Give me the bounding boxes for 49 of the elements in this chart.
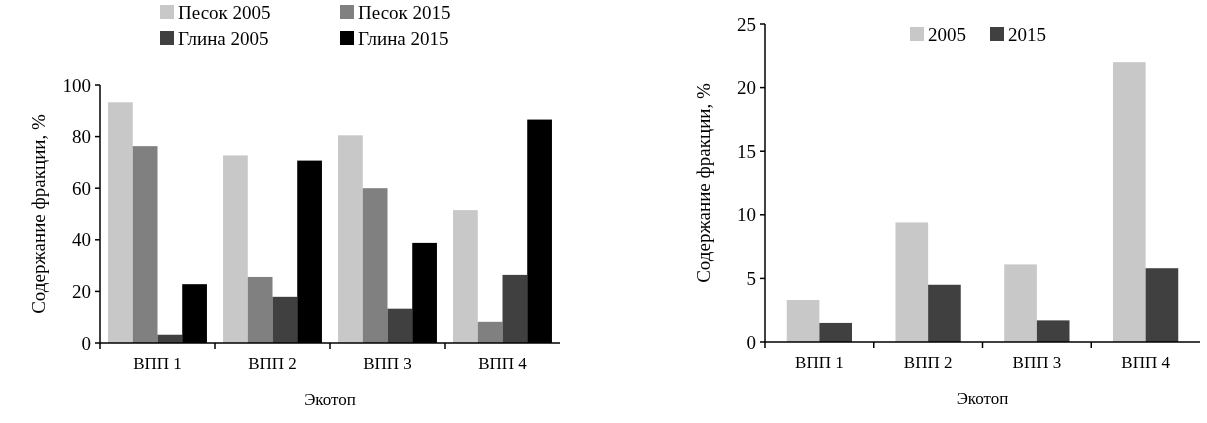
bar — [1145, 268, 1179, 342]
y-axis-title: Содержание фракции, % — [28, 114, 49, 314]
bar — [387, 308, 413, 343]
x-axis-title: Экотоп — [304, 390, 356, 409]
bar — [338, 135, 363, 343]
x-tick-label: ВПП 1 — [795, 353, 844, 372]
legend-label: 2005 — [928, 23, 966, 45]
y-axis-title: Содержание фракции, % — [693, 83, 714, 283]
bar — [502, 274, 528, 343]
bar — [453, 210, 478, 343]
x-tick-label: ВПП 4 — [478, 354, 528, 373]
y-tick-label: 60 — [72, 177, 91, 199]
y-tick-label: 40 — [72, 229, 91, 251]
bar — [132, 146, 158, 343]
legend-label: Песок 2005 — [178, 1, 271, 23]
bar — [362, 188, 388, 343]
y-tick-label: 25 — [737, 13, 756, 35]
y-tick-label: 5 — [746, 268, 756, 290]
y-tick-label: 20 — [72, 281, 91, 303]
bar — [108, 102, 133, 343]
bar — [786, 300, 820, 342]
y-tick-label: 80 — [72, 126, 91, 148]
legend-label: 2015 — [1008, 23, 1046, 45]
bar — [272, 296, 298, 343]
y-tick-label: 0 — [746, 331, 756, 353]
x-tick-label: ВПП 3 — [363, 354, 412, 373]
x-tick-label: ВПП 2 — [248, 354, 297, 373]
bar — [1113, 62, 1146, 342]
y-tick-label: 10 — [737, 204, 756, 226]
bar — [819, 322, 852, 342]
bar — [223, 155, 248, 343]
x-tick-label: ВПП 2 — [903, 353, 953, 372]
y-tick-label: 15 — [737, 140, 756, 162]
y-tick-label: 20 — [737, 77, 756, 99]
x-tick-label: ВПП 3 — [1012, 353, 1062, 372]
legend-label: Песок 2015 — [358, 1, 451, 23]
bar — [895, 222, 929, 342]
bar — [247, 276, 273, 343]
x-axis-title: Экотоп — [956, 389, 1009, 408]
legend-label: Глина 2005 — [178, 27, 269, 49]
bar — [928, 284, 961, 342]
bar — [1004, 264, 1037, 342]
x-tick-label: ВПП 1 — [133, 354, 182, 373]
y-tick-label: 100 — [62, 74, 91, 96]
x-tick-label: ВПП 4 — [1121, 353, 1171, 372]
y-tick-label: 0 — [81, 332, 91, 354]
bar — [1036, 320, 1070, 342]
bar — [477, 321, 503, 343]
legend-label: Глина 2015 — [358, 27, 449, 49]
